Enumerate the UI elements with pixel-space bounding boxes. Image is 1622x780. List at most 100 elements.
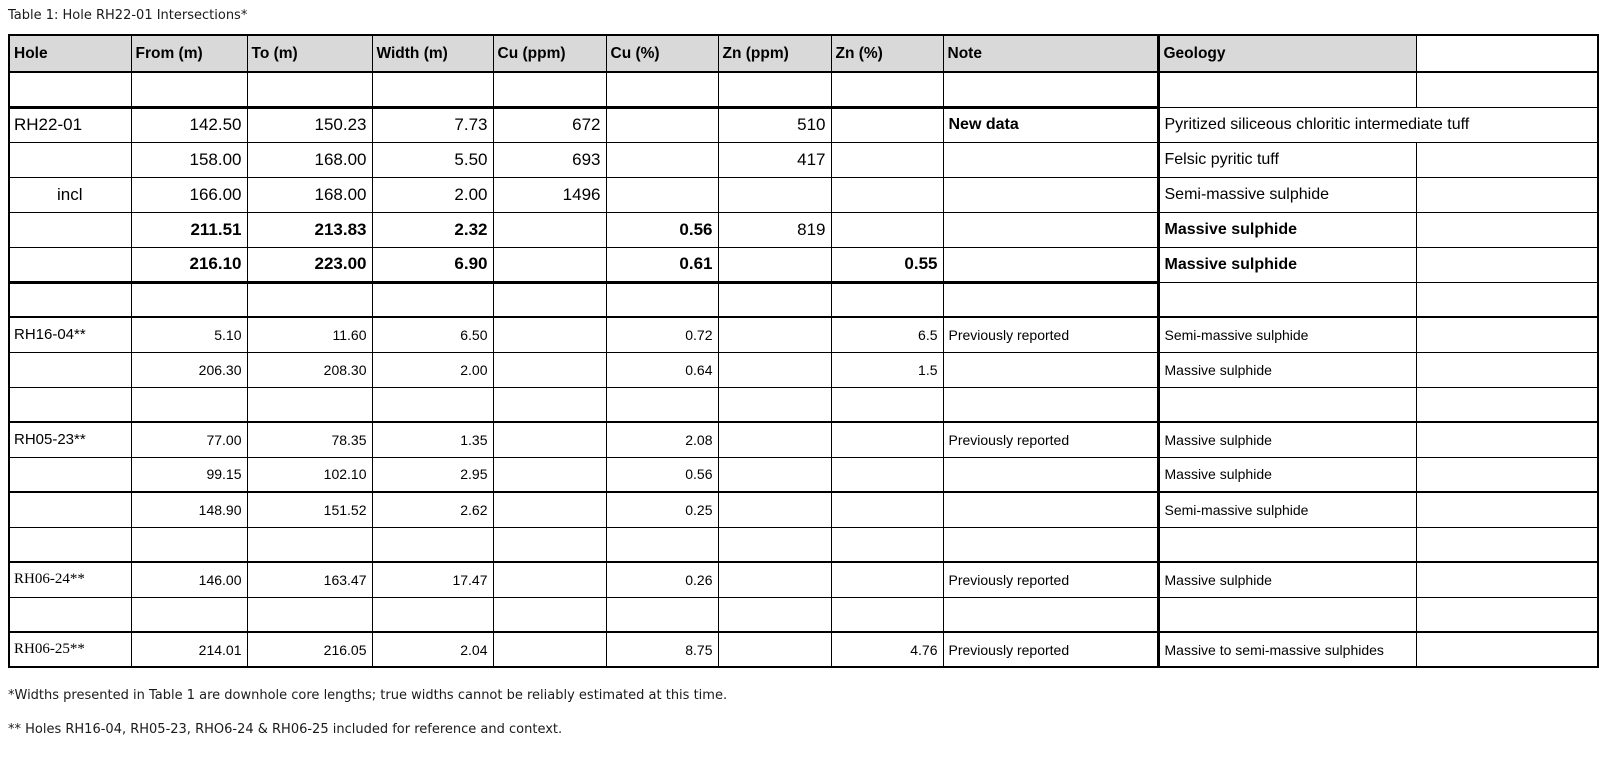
cell-note xyxy=(942,246,1159,284)
cell-extra xyxy=(1415,281,1599,318)
cell-zn_ppm xyxy=(717,596,832,633)
cell-from: 158.00 xyxy=(130,141,248,178)
column-header-geology: Geology xyxy=(1156,34,1417,73)
cell-extra xyxy=(1415,351,1599,388)
cell-zn_ppm xyxy=(717,386,832,423)
cell-cu_pct xyxy=(605,141,719,178)
cell-zn_ppm xyxy=(717,526,832,563)
cell-zn_pct xyxy=(830,105,944,143)
cell-to: 213.83 xyxy=(246,211,373,248)
cell-extra xyxy=(1415,176,1599,213)
cell-from xyxy=(130,281,248,318)
cell-zn_pct xyxy=(830,596,944,633)
cell-geology: Semi-massive sulphide xyxy=(1156,316,1417,353)
cell-hole: RH05-23** xyxy=(8,421,132,458)
table-caption: Table 1: Hole RH22-01 Intersections* xyxy=(8,8,248,23)
cell-geology: Massive sulphide xyxy=(1156,456,1417,493)
column-header-from: From (m) xyxy=(130,34,248,73)
table-row-rh06-24: RH06-24** 146.00 163.47 17.47 0.26 Previously… xyxy=(8,561,1599,598)
cell-cu_pct: 0.56 xyxy=(605,456,719,493)
cell-from: 99.15 xyxy=(130,456,248,493)
cell-hole xyxy=(8,351,132,388)
cell-width xyxy=(371,526,494,563)
column-header-cu_pct: Cu (%) xyxy=(605,34,719,73)
cell-hole xyxy=(8,526,132,563)
cell-zn_ppm xyxy=(717,176,832,213)
cell-to: 168.00 xyxy=(246,176,373,213)
cell-note xyxy=(942,176,1159,213)
cell-geology: Massive to semi-massive sulphides xyxy=(1156,631,1417,668)
cell-cu_pct: 0.64 xyxy=(605,351,719,388)
cell-note xyxy=(942,211,1159,248)
cell-note xyxy=(942,491,1159,528)
cell-note: Previously reported xyxy=(942,316,1159,353)
cell-extra xyxy=(1415,526,1599,563)
cell-from: 148.90 xyxy=(130,491,248,528)
cell-extra xyxy=(1415,456,1599,493)
footnote-holes: ** Holes RH16-04, RH05-23, RHO6-24 & RH0… xyxy=(8,722,563,737)
cell-zn_pct xyxy=(830,176,944,213)
table-row-rh16-04: RH16-04** 5.10 11.60 6.50 0.72 6.5 Previously … xyxy=(8,316,1599,353)
column-header-zn_ppm: Zn (ppm) xyxy=(717,34,832,73)
cell-zn_ppm xyxy=(717,281,832,318)
cell-hole: RH16-04** xyxy=(8,316,132,353)
cell-note: Previously reported xyxy=(942,561,1159,598)
cell-note xyxy=(942,71,1159,108)
table-row: 148.90 151.52 2.62 0.25 Semi-massive sulphid… xyxy=(8,491,1599,528)
cell-extra xyxy=(1415,246,1599,283)
column-header-to: To (m) xyxy=(246,34,373,73)
cell-to xyxy=(246,596,373,633)
cell-extra xyxy=(1415,421,1599,458)
cell-to: 223.00 xyxy=(246,246,373,284)
cell-cu_pct xyxy=(605,176,719,213)
cell-from: 77.00 xyxy=(130,421,248,458)
cell-extra xyxy=(1415,316,1599,353)
cell-from xyxy=(130,71,248,108)
cell-note: Previously reported xyxy=(942,421,1159,458)
cell-from: 142.50 xyxy=(130,105,248,143)
column-header-hole: Hole xyxy=(8,34,132,73)
cell-from: 146.00 xyxy=(130,561,248,598)
cell-cu_ppm xyxy=(492,386,607,423)
cell-width: 2.62 xyxy=(371,491,494,528)
table-row: 211.51 213.83 2.32 0.56 819 Massive sulphide xyxy=(8,211,1599,248)
cell-zn_ppm xyxy=(717,561,832,598)
cell-hole xyxy=(8,491,132,528)
cell-zn_pct xyxy=(830,71,944,108)
cell-to: 168.00 xyxy=(246,141,373,178)
cell-width: 2.32 xyxy=(371,211,494,248)
cell-geology: Massive sulphide xyxy=(1156,351,1417,388)
cell-cu_pct xyxy=(605,105,719,143)
cell-width: 6.90 xyxy=(371,246,494,284)
cell-hole xyxy=(8,456,132,493)
cell-extra xyxy=(1415,631,1599,668)
cell-zn_ppm xyxy=(717,456,832,493)
cell-to: 78.35 xyxy=(246,421,373,458)
cell-hole xyxy=(8,71,132,108)
cell-cu_ppm xyxy=(492,526,607,563)
cell-to xyxy=(246,386,373,423)
cell-zn_ppm xyxy=(717,316,832,353)
cell-from: 214.01 xyxy=(130,631,248,668)
column-header-extra xyxy=(1415,34,1599,73)
table-row-rh05-23: RH05-23** 77.00 78.35 1.35 2.08 Previously re… xyxy=(8,421,1599,458)
cell-zn_ppm xyxy=(717,491,832,528)
cell-cu_ppm: 693 xyxy=(492,141,607,178)
cell-geology: Pyritized siliceous chloritic intermedia… xyxy=(1156,106,1599,143)
cell-zn_pct xyxy=(830,526,944,563)
cell-geology xyxy=(1156,71,1417,108)
cell-geology xyxy=(1156,386,1417,423)
cell-extra xyxy=(1415,141,1599,178)
cell-extra xyxy=(1415,71,1599,108)
cell-zn_pct: 0.55 xyxy=(830,246,944,284)
cell-extra xyxy=(1415,211,1599,248)
cell-from: 211.51 xyxy=(130,211,248,248)
cell-hole: RH22-01 xyxy=(8,105,132,143)
cell-extra xyxy=(1415,386,1599,423)
table-row-rh22-01: RH22-01 142.50 150.23 7.73 672 510 New data Pyr… xyxy=(8,105,1599,143)
cell-cu_pct: 0.56 xyxy=(605,211,719,248)
cell-zn_ppm: 417 xyxy=(717,141,832,178)
cell-cu_ppm xyxy=(492,491,607,528)
cell-extra xyxy=(1415,491,1599,528)
cell-to: 151.52 xyxy=(246,491,373,528)
